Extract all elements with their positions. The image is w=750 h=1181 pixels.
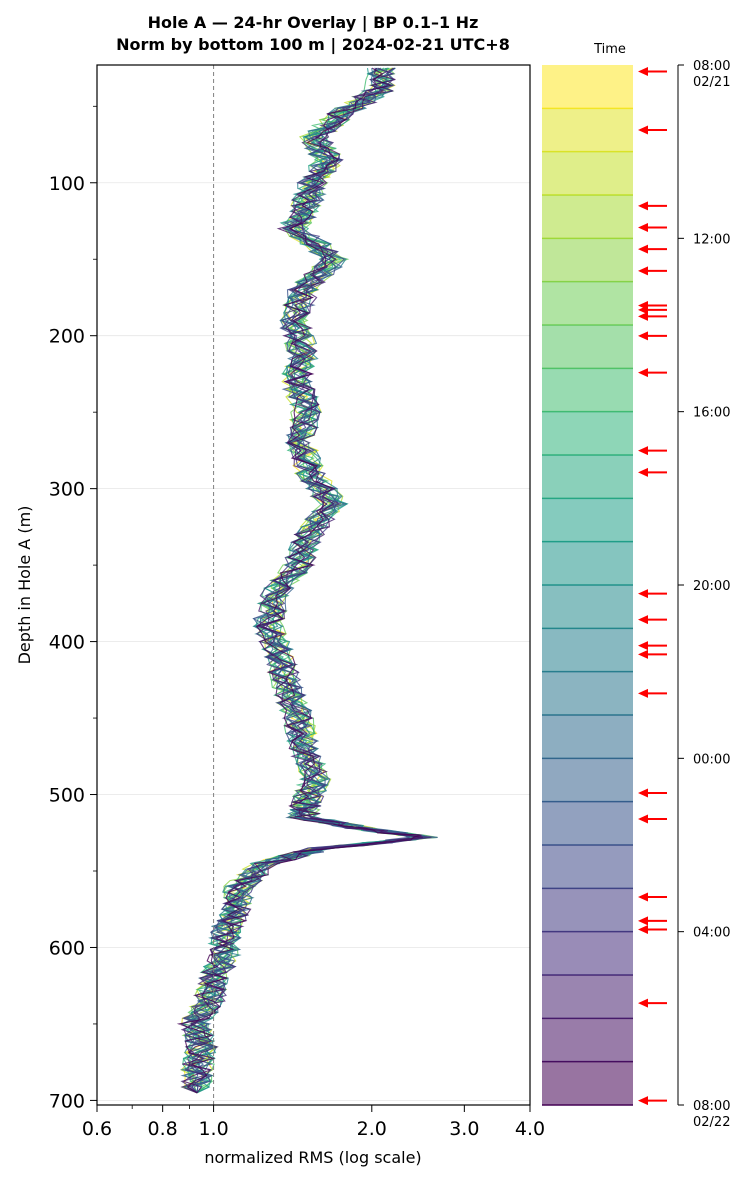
colorbar-band	[542, 671, 633, 715]
y-axis: 100 200 300 400 500 600 700	[49, 105, 97, 1112]
colorbar-band	[542, 1061, 633, 1105]
chart-title-line2: Norm by bottom 100 m | 2024-02-21 UTC+8	[116, 35, 510, 54]
arrow-head	[638, 368, 648, 378]
arrow-head	[638, 244, 648, 254]
y-tick-label: 500	[49, 785, 85, 807]
time-tick-label: 16:00	[693, 406, 730, 421]
arrow-head	[638, 892, 648, 902]
chart-title-line1: Hole A — 24-hr Overlay | BP 0.1–1 Hz	[147, 13, 479, 32]
arrow-head	[638, 814, 648, 824]
arrow-head	[638, 446, 648, 456]
x-axis: 0.6 0.8 1.0 2.0 3.0 4.0	[82, 1105, 545, 1140]
colorbar-band	[542, 108, 633, 152]
y-tick-label: 300	[49, 479, 85, 501]
colorbar-band	[542, 801, 633, 845]
grid-lines	[97, 182, 530, 1101]
colorbar-band	[542, 1018, 633, 1062]
colorbar-band	[542, 455, 633, 499]
colorbar	[542, 65, 633, 1106]
arrow-head	[638, 589, 648, 599]
y-tick-label: 200	[49, 326, 85, 348]
y-tick-label: 400	[49, 632, 85, 654]
colorbar-label: Time	[593, 42, 626, 57]
arrow-head	[638, 998, 648, 1008]
x-axis-label: normalized RMS (log scale)	[204, 1148, 421, 1167]
time-tick-label: 00:00	[693, 752, 730, 767]
arrow-head	[638, 925, 648, 934]
arrow-head	[638, 916, 648, 926]
colorbar-band	[542, 238, 633, 282]
arrow-head	[638, 467, 648, 477]
arrow-head	[638, 688, 648, 698]
colorbar-band	[542, 845, 633, 889]
colorbar-band	[542, 151, 633, 195]
x-tick-label: 0.6	[82, 1118, 112, 1140]
time-tick-label: 04:00	[693, 926, 730, 941]
colorbar-band	[542, 758, 633, 802]
plot-frame	[96, 64, 531, 1106]
series-line	[176, 67, 421, 1094]
arrow-head	[638, 649, 648, 659]
colorbar-band	[542, 195, 633, 239]
y-tick-label: 600	[49, 937, 85, 959]
time-tick-label: 20:00	[693, 579, 730, 594]
series-line	[180, 67, 432, 1094]
arrow-head	[638, 305, 648, 315]
arrow-head	[638, 615, 648, 625]
colorbar-band	[542, 888, 633, 932]
x-tick-label: 3.0	[449, 1118, 479, 1140]
colorbar-band	[542, 368, 633, 412]
time-tick-label: 02/21	[693, 75, 730, 90]
series-line	[186, 67, 429, 1094]
colorbar-band	[542, 325, 633, 369]
time-axis: 08:0002/2112:0016:0020:0000:0004:0008:00…	[677, 59, 730, 1130]
arrow-head	[638, 223, 648, 232]
colorbar-band	[542, 65, 633, 109]
arrow-head	[638, 311, 648, 321]
time-tick-label: 08:00	[693, 59, 730, 74]
arrow-head	[638, 788, 648, 798]
series-line	[182, 67, 423, 1094]
x-tick-label: 4.0	[515, 1118, 545, 1140]
x-tick-label: 1.0	[198, 1118, 228, 1140]
arrow-head	[638, 641, 648, 651]
series-group	[176, 67, 438, 1094]
y-axis-label: Depth in Hole A (m)	[15, 506, 34, 665]
colorbar-band	[542, 498, 633, 542]
y-tick-label: 100	[49, 173, 85, 195]
colorbar-band	[542, 541, 633, 585]
time-tick-label: 02/22	[693, 1115, 730, 1130]
colorbar-band	[542, 715, 633, 759]
y-tick-label: 700	[49, 1090, 85, 1112]
arrow-head	[638, 201, 648, 211]
time-tick-label: 08:00	[693, 1099, 730, 1114]
series-line	[180, 67, 423, 1094]
colorbar-band	[542, 411, 633, 455]
x-tick-label: 0.8	[148, 1118, 178, 1140]
arrow-head	[638, 67, 648, 76]
colorbar-band	[542, 585, 633, 629]
colorbar-band	[542, 628, 633, 672]
chart-title: Hole A — 24-hr Overlay | BP 0.1–1 Hz Nor…	[0, 12, 626, 56]
colorbar-band	[542, 281, 633, 325]
arrow-head	[638, 1096, 648, 1106]
arrow-head	[638, 331, 648, 341]
x-tick-label: 2.0	[357, 1118, 387, 1140]
time-tick-label: 12:00	[693, 232, 730, 247]
arrow-markers	[638, 67, 667, 1106]
arrow-head	[638, 266, 648, 276]
arrow-head	[638, 125, 648, 135]
colorbar-band	[542, 975, 633, 1019]
colorbar-band	[542, 931, 633, 975]
